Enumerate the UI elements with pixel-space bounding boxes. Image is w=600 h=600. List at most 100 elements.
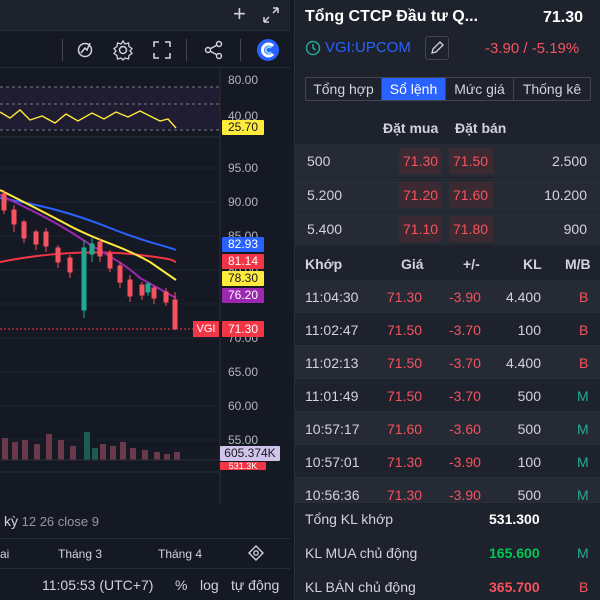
tab-so-lenh[interactable]: Sổ lệnh [382,78,446,100]
total-volume-label: Tổng KL khớp [305,511,394,527]
trade-price: 71.30 [387,454,423,470]
period-info: kỳ 12 26 close 9 [4,513,99,529]
ma1-value-tag: 82.93 [222,237,264,252]
buy-volume-label: KL MUA chủ động [305,545,418,561]
volume2-tag: 531.3K [220,462,266,470]
buy-volume-value: 165.600 [489,545,540,561]
axis-tick: 95.00 [228,161,258,175]
clock: 11:05:53 (UTC+7) [42,577,154,593]
book-row: 5.200 71.20 71.60 10.200 [295,178,600,212]
total-volume-value: 531.300 [489,511,540,527]
trade-price: 71.50 [387,322,423,338]
axis-tick: 90.00 [228,195,258,209]
log-scale-button[interactable]: log [200,577,219,593]
trade-time: 10:57:01 [305,454,360,470]
ask-volume: 2.500 [551,153,587,169]
volume-tag: 605.374K [220,446,280,461]
tab-muc-gia[interactable]: Mức giá [446,78,514,100]
trade-side: M [577,487,589,503]
edit-icon[interactable] [425,36,449,60]
order-panel: Tổng CTCP Đầu tư Q... 71.30 VGI:UPCOM -3… [294,0,600,600]
trade-side: B [579,289,589,305]
trades-header-change: +/- [463,256,480,272]
book-row: 500 71.30 71.50 2.500 [295,144,600,178]
trade-volume: 4.400 [505,289,541,305]
trade-time: 10:57:17 [305,421,360,437]
bid-volume: 5.200 [307,187,343,203]
trade-price: 71.50 [387,388,423,404]
trade-change: -3.90 [449,454,481,470]
bid-price: 71.10 [403,221,439,237]
time-label: Tháng 3 [58,547,103,561]
time-label: ai [0,547,10,561]
trade-time: 11:02:47 [305,322,359,338]
tab-tong-hop[interactable]: Tổng hợp [306,78,382,100]
chart-toolbar [0,30,290,68]
company-name: Tổng CTCP Đầu tư Q... [305,8,479,25]
trades-header-volume: KL [523,256,542,272]
time-axis-row: ai Tháng 3 Tháng 4 [0,538,290,568]
buy-side: M [577,545,589,561]
trade-volume: 4.400 [505,355,541,371]
trade-price: 71.50 [387,355,423,371]
tab-thong-ke[interactable]: Thống kê [522,81,582,97]
exchange-status-icon [305,40,321,61]
bid-depth-bar [399,148,441,174]
ask-depth-bar [449,148,493,174]
trade-time: 10:56:36 [305,487,360,503]
ask-depth-bar [449,216,493,242]
trade-volume: 500 [517,421,541,437]
ma3-value-tag: 78.30 [222,271,264,286]
chart-panel[interactable]: + [0,0,290,600]
ask-price: 71.50 [453,153,489,169]
book-header-ask: Đặt bán [455,120,507,136]
trade-side: B [579,322,589,338]
trade-side: B [579,355,589,371]
book-header-bid: Đặt mua [383,120,439,136]
percent-scale-button[interactable]: % [175,577,188,593]
bid-price: 71.20 [403,187,439,203]
symbol-tag: VGI [193,321,219,337]
axis-tick: 55.00 [228,433,258,447]
trade-price: 71.30 [387,487,423,503]
ask-price: 71.60 [453,187,489,203]
ask-volume: 900 [563,221,587,237]
trade-volume: 500 [517,388,541,404]
trade-change: -3.90 [449,289,481,305]
ask-depth-bar [449,182,493,208]
fullscreen-icon[interactable] [152,40,172,64]
bid-depth-bar [399,182,441,208]
trade-change: -3.70 [449,322,481,338]
toolbar-divider [186,39,187,61]
trades-header-side: M/B [565,256,591,272]
ma4-value-tag: 76.20 [222,288,264,303]
trade-volume: 100 [517,322,541,338]
auto-scale-button[interactable]: tự động [231,577,280,593]
trades-header-time: Khớp [305,256,343,272]
price-chart[interactable]: 80.00 40.00 95.00 90.00 85.00 80.00 70.0… [0,0,290,504]
chart-top-bar: + [0,0,290,30]
expand-icon[interactable] [262,6,280,28]
chart-status-row: 11:05:53 (UTC+7) % log tự động [0,568,290,600]
header-change: -3.90 / -5.19% [485,40,580,57]
axis-tick: 40.00 [228,109,258,123]
toolbar-divider [240,39,241,61]
sell-volume-value: 365.700 [489,579,540,595]
tab-bar: Tổng hợp Sổ lệnh Mức giá Thống kê [305,77,591,101]
rsi-value-tag: 25.70 [222,120,264,135]
indicator-icon[interactable] [76,39,96,63]
trade-change: -3.90 [449,487,481,503]
trade-row: 10:57:01 71.30 -3.90 100 M [295,445,600,478]
trade-row: 10:56:36 71.30 -3.90 500 M [295,478,600,503]
exchange-label[interactable]: VGI:UPCOM [325,39,411,56]
logo-icon[interactable] [256,38,280,66]
trade-row: 11:01:49 71.50 -3.70 500 M [295,379,600,412]
share-icon[interactable] [204,40,224,64]
time-settings-icon[interactable] [248,545,264,564]
bid-price: 71.30 [403,153,439,169]
plus-icon[interactable]: + [233,1,246,26]
trade-price: 71.60 [387,421,423,437]
bid-depth-bar [399,216,441,242]
trade-volume: 100 [517,454,541,470]
gear-icon[interactable] [112,39,134,65]
